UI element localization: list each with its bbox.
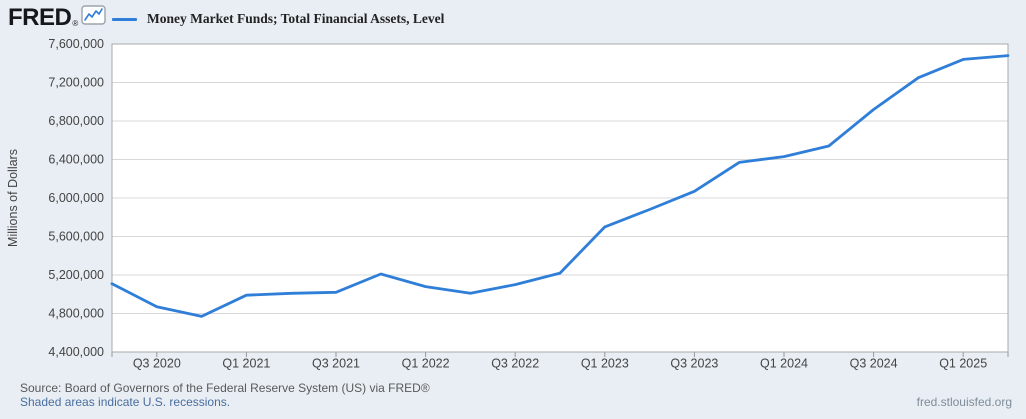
x-tick-label: Q3 2021: [312, 357, 360, 371]
fred-logo-text: FRED: [8, 4, 72, 31]
x-tick-label: Q3 2020: [133, 357, 181, 371]
y-tick-label: 5,600,000: [48, 230, 104, 244]
fred-logo[interactable]: FRED ®: [8, 5, 106, 31]
y-axis-title: Millions of Dollars: [6, 149, 20, 247]
x-tick-label: Q1 2025: [939, 357, 987, 371]
legend-series-label: Money Market Funds; Total Financial Asse…: [147, 11, 445, 26]
x-tick-label: Q1 2021: [222, 357, 270, 371]
registered-trademark-icon: ®: [72, 19, 79, 28]
y-tick-label: 7,200,000: [48, 76, 104, 90]
x-tick-label: Q1 2022: [402, 357, 450, 371]
x-tick-label: Q1 2023: [581, 357, 629, 371]
y-tick-label: 6,800,000: [48, 114, 104, 128]
x-tick-label: Q3 2024: [850, 357, 898, 371]
fred-logo-chart-icon: [81, 5, 106, 30]
source-attribution: Source: Board of Governors of the Federa…: [20, 381, 430, 395]
x-tick-label: Q1 2024: [760, 357, 808, 371]
y-tick-label: 6,000,000: [48, 191, 104, 205]
x-tick-label: Q3 2023: [670, 357, 718, 371]
plot-border: [111, 43, 1009, 353]
recession-note-link[interactable]: Shaded areas indicate U.S. recessions.: [20, 395, 231, 409]
y-tick-label: 5,200,000: [48, 268, 104, 282]
site-url[interactable]: fred.stlouisfed.org: [916, 395, 1012, 409]
x-tick-label: Q3 2022: [491, 357, 539, 371]
y-tick-label: 4,400,000: [48, 345, 104, 359]
y-tick-label: 7,600,000: [48, 37, 104, 51]
data-series-line[interactable]: [110, 54, 1010, 318]
y-tick-label: 4,800,000: [48, 307, 104, 321]
y-tick-label: 6,400,000: [48, 153, 104, 167]
header: FRED ® Money Market Funds; Total Financi…: [0, 0, 1026, 38]
legend-line-swatch: [112, 17, 137, 21]
legend: Money Market Funds; Total Financial Asse…: [112, 11, 444, 27]
